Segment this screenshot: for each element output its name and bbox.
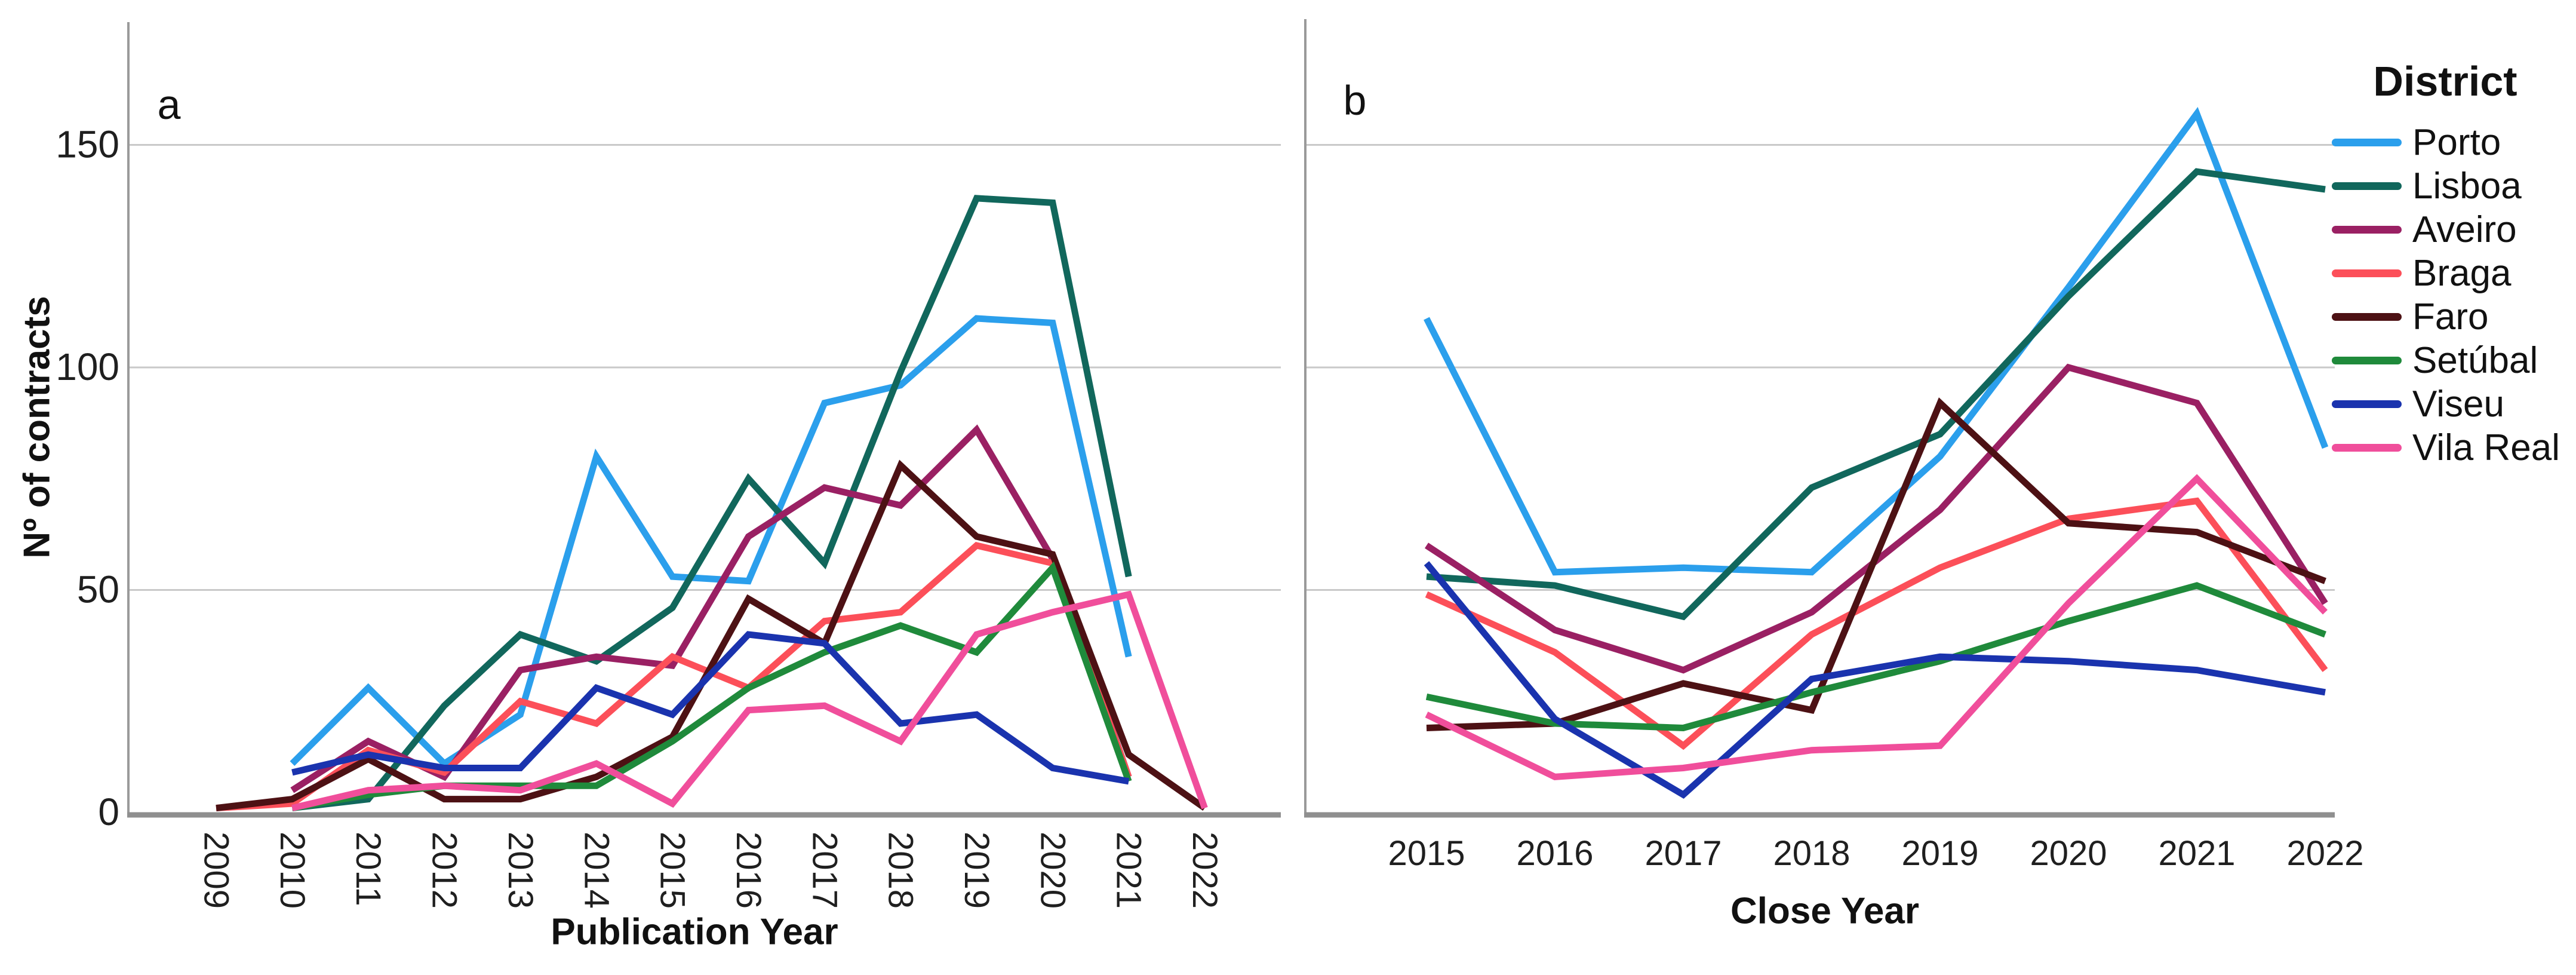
x-tick-label: 2019	[957, 832, 996, 909]
x-tick-label: 2016	[729, 832, 768, 909]
legend-item-braga: Braga	[2332, 252, 2571, 295]
series-line-setúbal	[1425, 582, 2326, 731]
legend-swatch	[2332, 139, 2402, 146]
legend-item-faro: Faro	[2332, 295, 2571, 339]
legend-title: District	[2373, 58, 2517, 105]
legend-swatch	[2332, 182, 2402, 190]
legend-item-setúbal: Setúbal	[2332, 339, 2571, 382]
series-line-braga	[1425, 497, 2328, 750]
legend-label: Setúbal	[2412, 339, 2538, 381]
series-line-porto	[1424, 107, 2329, 576]
legend-swatch	[2332, 400, 2402, 408]
x-tick-label: 2021	[1109, 832, 1148, 909]
legend-item-aveiro: Aveiro	[2332, 208, 2571, 252]
x-tick-label: 2012	[425, 832, 464, 909]
series-line-lisboa	[1426, 168, 2326, 621]
legend-label: Braga	[2412, 252, 2512, 294]
y-tick-label: 0	[98, 790, 119, 833]
x-tick-label: 2013	[501, 832, 540, 909]
legend-label: Vila Real	[2412, 427, 2560, 468]
x-tick-label: 2018	[1773, 834, 1850, 873]
series-line-faro	[1426, 397, 2326, 731]
series-line-vila-real	[1425, 474, 2328, 780]
legend-swatch	[2332, 444, 2402, 452]
x-tick-label: 2015	[653, 832, 692, 909]
x-tick-label: 2020	[2030, 834, 2107, 873]
legend-item-lisboa: Lisboa	[2332, 164, 2571, 208]
series-line-viseu	[1424, 561, 2326, 799]
x-tick-label: 2010	[273, 832, 312, 909]
legend-label: Faro	[2412, 296, 2489, 338]
legend-label: Lisboa	[2412, 165, 2522, 207]
x-tick-label: 2022	[1185, 832, 1224, 909]
x-tick-label: 2017	[1644, 834, 1722, 873]
x-tick-label: 2022	[2286, 834, 2363, 873]
series-line-vila-real	[291, 590, 1208, 811]
legend-item-vila-real: Vila Real	[2332, 426, 2571, 470]
legend-label: Viseu	[2412, 383, 2504, 425]
x-tick-label: 2017	[805, 832, 844, 909]
chart-panel-a: 0 50 100 150 2009 2010 2011 2012 2013 2014 2015 201…	[56, 22, 1281, 909]
x-axis-title-a: Publication Year	[551, 911, 838, 953]
x-tick-label: 2011	[349, 832, 388, 906]
x-tick-label: 2016	[1516, 834, 1593, 873]
series-line-viseu	[291, 631, 1130, 785]
series-line-faro	[216, 459, 1207, 812]
x-tick-label: 2015	[1388, 834, 1465, 873]
legend: District Porto Lisboa Aveiro Braga Faro Setúb…	[2332, 57, 2571, 470]
series-line-porto	[290, 315, 1132, 768]
legend-item-viseu: Viseu	[2332, 382, 2571, 426]
legend-item-porto: Porto	[2332, 121, 2571, 164]
x-tick-label: 2009	[197, 832, 236, 909]
legend-swatch	[2332, 226, 2402, 234]
x-tick-label: 2021	[2158, 834, 2235, 873]
legend-label: Aveiro	[2412, 209, 2517, 250]
x-axis-title-b: Close Year	[1730, 890, 1919, 932]
panel-b-label: b	[1343, 77, 1367, 124]
x-tick-label: 2014	[577, 832, 616, 909]
y-tick-label: 50	[77, 568, 119, 611]
panel-a-label: a	[157, 81, 181, 128]
legend-swatch	[2332, 357, 2402, 364]
x-tick-label: 2018	[881, 832, 920, 909]
legend-swatch	[2332, 269, 2402, 277]
series-line-aveiro	[1424, 363, 2328, 674]
legend-swatch	[2332, 313, 2402, 321]
y-axis-title: Nº of contracts	[16, 296, 58, 559]
x-tick-label: 2019	[1901, 834, 1978, 873]
y-tick-label: 150	[56, 123, 119, 166]
y-tick-label: 100	[56, 345, 119, 388]
series-line-lisboa	[291, 195, 1132, 812]
chart-panel-b: 2015 2016 2017 2018 2019 2020 2021 2022	[1304, 19, 2364, 873]
series-line-braga	[216, 542, 1132, 812]
x-tick-label: 2020	[1033, 832, 1072, 909]
legend-label: Porto	[2412, 121, 2501, 163]
legend-items: Porto Lisboa Aveiro Braga Faro Setúbal Viseu Vi…	[2332, 121, 2571, 470]
